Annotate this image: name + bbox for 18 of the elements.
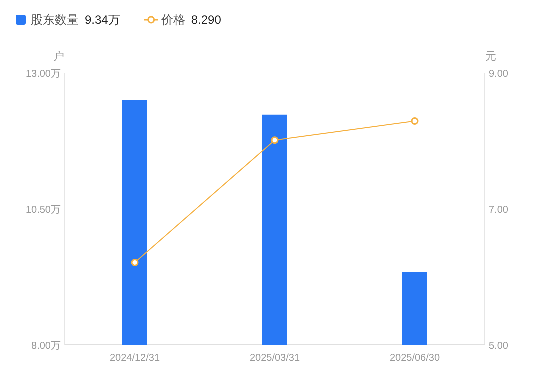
x-tick-label: 2025/06/30	[390, 353, 440, 364]
text: 8.290	[191, 13, 222, 27]
legend-label: 股东数量	[31, 13, 79, 27]
point	[411, 118, 419, 126]
text: 9.34万	[85, 13, 120, 27]
y-tick-label: 13.00万	[26, 69, 61, 80]
y-tick-label: 8.00万	[32, 341, 61, 352]
y-axis-title: 户	[54, 50, 64, 63]
legend-label: 价格	[160, 13, 186, 27]
y-tick-label: 10.50万	[26, 205, 61, 216]
y2-tick-label: 5.00	[489, 341, 509, 352]
y2-axis-title: 元	[486, 51, 496, 63]
y2-tick-label: 7.00	[489, 205, 509, 216]
x-tick-label: 2025/03/31	[250, 353, 300, 364]
y2-tick-label: 9.00	[489, 69, 509, 80]
x-tick-label: 2024/12/31	[110, 353, 160, 364]
point	[131, 258, 139, 266]
point	[271, 136, 279, 144]
